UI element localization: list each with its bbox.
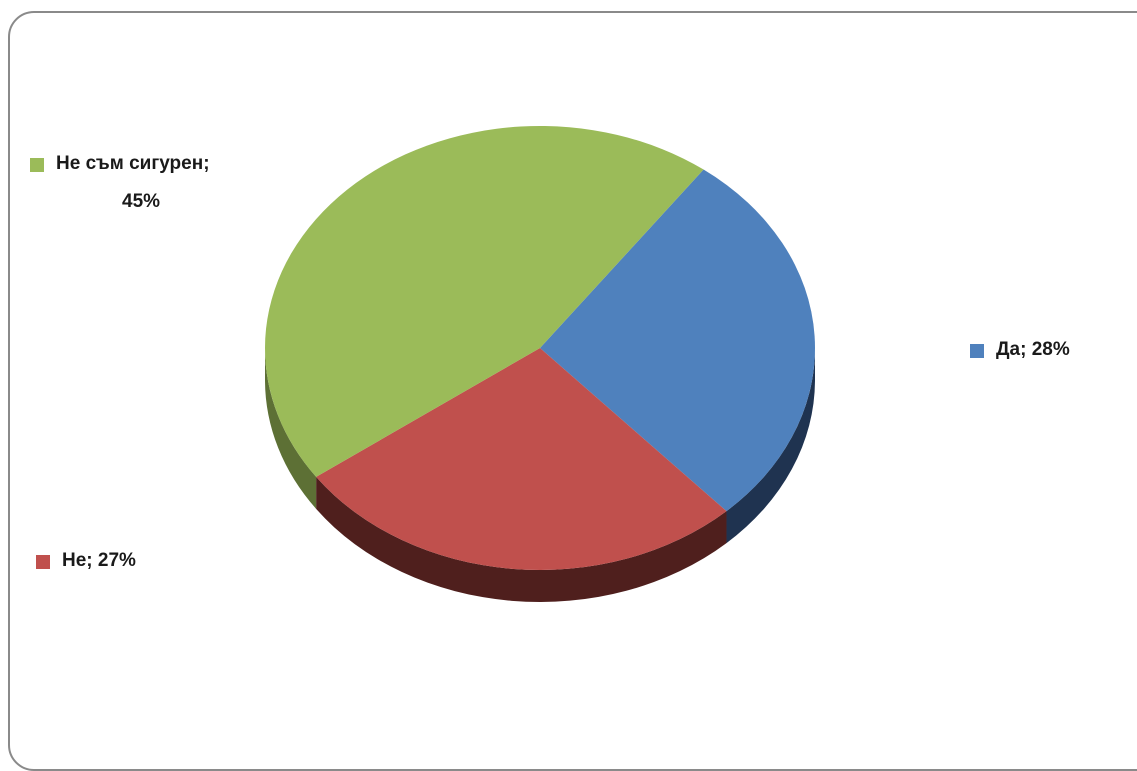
- pie-tops: [264, 125, 815, 570]
- pie-sides: [265, 348, 815, 602]
- swatch-unsure: [30, 158, 44, 172]
- pie-side-yes: [726, 348, 815, 544]
- pie-side-unsure: [265, 348, 317, 509]
- swatch-no: [36, 555, 50, 569]
- pie-slice-no: [316, 348, 727, 570]
- swatch-yes: [970, 344, 984, 358]
- pie-side-no: [316, 476, 727, 602]
- label-yes-text: Да; 28%: [996, 339, 1070, 360]
- label-unsure-line2: 45%: [122, 191, 161, 212]
- label-unsure-line1: Не съм сигурен;: [56, 153, 210, 174]
- pie-slice-unsure: [264, 125, 704, 477]
- label-no-text: Не; 27%: [62, 550, 136, 571]
- pie-chart: [264, 125, 815, 602]
- pie-slice-yes: [540, 169, 815, 512]
